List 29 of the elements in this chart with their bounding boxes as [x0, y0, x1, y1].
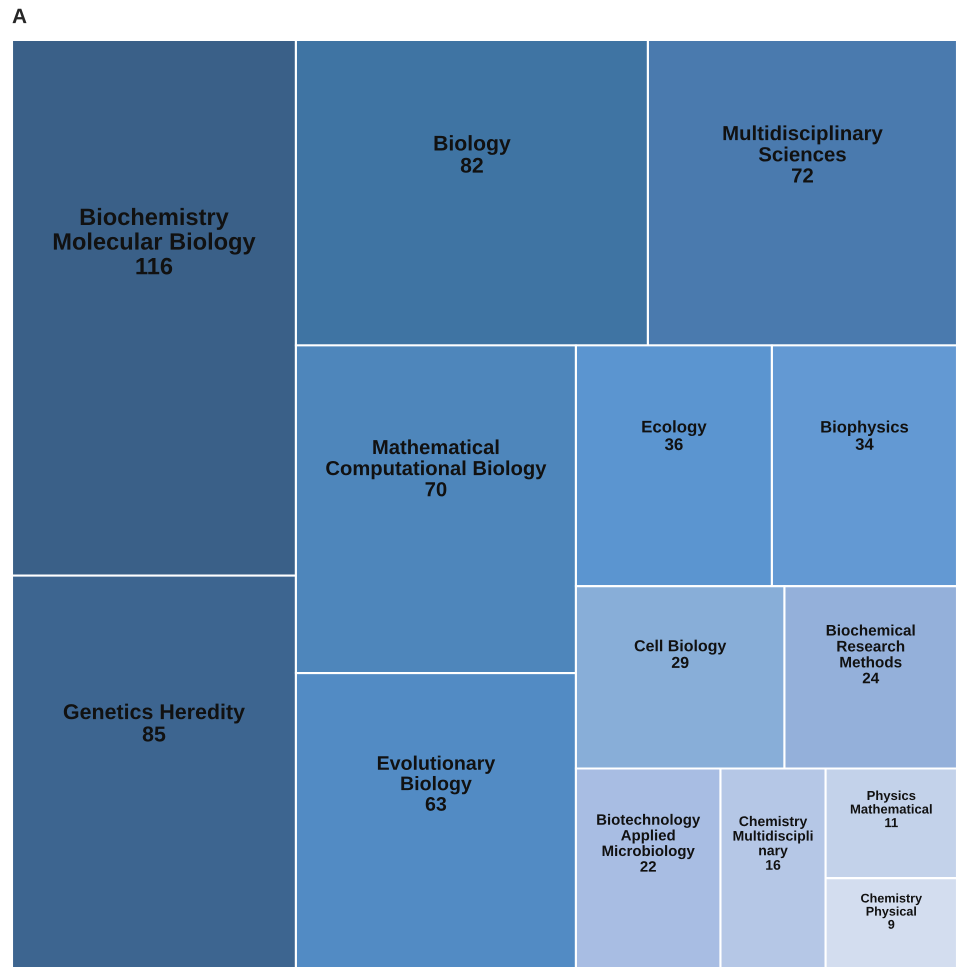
data-label: 16 — [766, 860, 780, 870]
data-label: 29 — [672, 656, 688, 668]
category-label: Cell Biology — [634, 640, 726, 655]
category-label: Evolutionary Biology — [378, 756, 496, 794]
data-label: 36 — [664, 438, 683, 450]
data-label: 70 — [426, 482, 446, 496]
category-label: Physics Mathematical — [850, 790, 932, 814]
data-label: 63 — [426, 796, 446, 811]
data-label: 116 — [136, 258, 172, 274]
category-label: Chemistry Physical — [861, 893, 922, 918]
data-label: 9 — [888, 920, 894, 929]
category-label: Biology — [434, 135, 511, 155]
category-label: Chemistry Multidiscipli nary — [734, 816, 813, 858]
category-label: Biochemical Research Methods — [826, 624, 915, 668]
data-label: 11 — [885, 818, 898, 828]
data-label: 72 — [792, 168, 813, 183]
text: A — [12, 8, 26, 24]
category-label: Genetics Heredity — [64, 704, 245, 724]
category-label: Biotechnology Applied Microbiology — [597, 814, 700, 860]
category-label: Mathematical Computational Biology — [326, 439, 546, 480]
data-label: 24 — [862, 672, 880, 684]
category-label: Biophysics — [821, 420, 908, 436]
data-label: 22 — [640, 861, 656, 872]
category-label: Ecology — [642, 420, 707, 436]
data-label: 34 — [856, 438, 874, 450]
category-label: Multidisciplinary Sciences — [723, 125, 883, 162]
data-label: 82 — [460, 158, 483, 173]
data-label: 85 — [142, 726, 166, 742]
category-label: Biochemistry Molecular Biology — [54, 208, 256, 255]
